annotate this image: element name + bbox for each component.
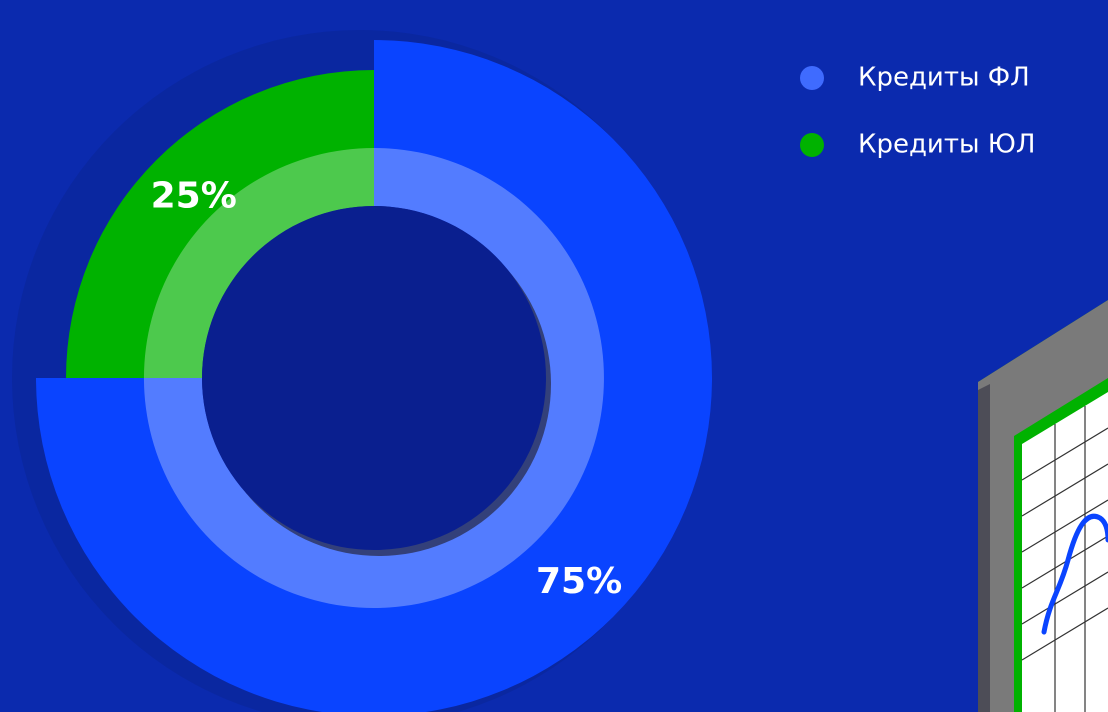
hole xyxy=(202,206,546,550)
chart: 75% 25% Кредиты ФЛ Кредиты ЮЛ xyxy=(0,0,1108,712)
legend-label: Кредиты ФЛ xyxy=(858,63,1030,93)
page: 75%25% Кредиты ФЛКредиты ЮЛ (() => { con… xyxy=(0,0,1108,712)
overlay xyxy=(144,148,604,608)
legend-label: Кредиты ЮЛ xyxy=(858,130,1035,160)
board-screen xyxy=(1022,392,1108,712)
value-label: 25% xyxy=(151,176,237,217)
legend-marker xyxy=(800,133,824,157)
board-side xyxy=(978,384,990,712)
legend-marker xyxy=(800,66,824,90)
value-label: 75% xyxy=(536,561,622,602)
